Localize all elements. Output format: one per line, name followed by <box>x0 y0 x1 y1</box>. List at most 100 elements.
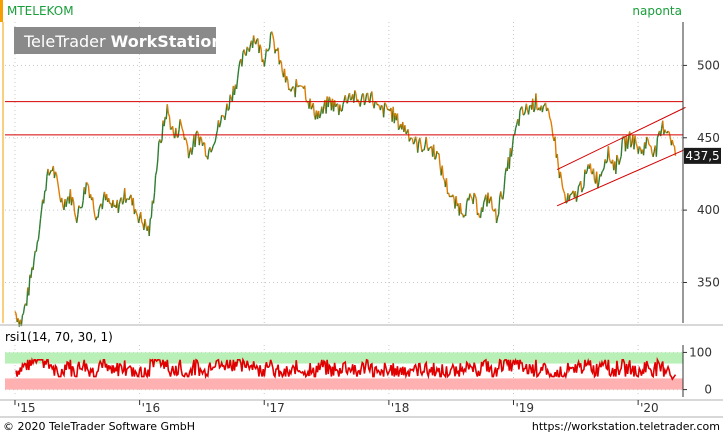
rsi-indicator-label[interactable]: rsi1(14, 70, 30, 1) <box>5 330 113 344</box>
price-segment <box>547 107 550 112</box>
price-segment <box>108 198 111 204</box>
price-segment <box>163 116 166 127</box>
price-segment <box>652 151 655 158</box>
price-segment <box>475 198 479 216</box>
price-segment <box>263 58 267 67</box>
price-segment <box>118 199 122 205</box>
price-segment <box>184 137 188 142</box>
price-segment <box>533 108 536 113</box>
price-segment <box>212 143 215 147</box>
price-segment <box>238 61 241 70</box>
price-segment <box>341 103 344 112</box>
rsi-band <box>5 352 683 364</box>
price-segment <box>71 196 75 202</box>
price-segment <box>550 120 553 128</box>
price-segment <box>132 197 135 215</box>
price-segment <box>561 187 565 192</box>
price-segment <box>615 154 618 174</box>
price-segment <box>268 33 272 48</box>
price-segment <box>36 239 40 243</box>
price-segment <box>117 204 121 213</box>
price-segment <box>412 142 416 145</box>
price-segment <box>414 136 418 142</box>
period-label[interactable]: naponta <box>632 4 682 18</box>
price-segment <box>353 90 356 103</box>
price-segment <box>634 135 637 144</box>
price-segment <box>150 200 154 218</box>
price-segment <box>55 174 59 182</box>
price-segment <box>582 186 585 190</box>
price-segment <box>497 197 501 215</box>
price-segment <box>551 127 554 138</box>
price-segment <box>671 139 675 146</box>
price-segment <box>488 199 491 204</box>
price-segment <box>405 131 408 135</box>
price-segment <box>112 199 115 207</box>
price-segment <box>43 190 46 204</box>
price-segment <box>135 212 139 217</box>
price-segment <box>279 59 282 63</box>
watermark-prefix: TeleTrader <box>23 32 111 51</box>
price-segment <box>410 137 413 140</box>
price-segment <box>477 212 481 218</box>
price-segment <box>626 137 630 149</box>
price-segment <box>396 113 400 130</box>
price-segment <box>328 96 331 100</box>
price-segment <box>515 124 518 129</box>
rsi-band <box>5 378 683 390</box>
price-segment <box>474 195 477 200</box>
watermark-background <box>14 27 216 54</box>
symbol-label[interactable]: MTELEKOM <box>7 4 74 18</box>
price-segment <box>241 52 244 67</box>
price-segment <box>77 205 80 215</box>
price-segment <box>407 129 410 142</box>
price-segment <box>203 142 207 157</box>
price-segment <box>608 158 612 163</box>
price-segment <box>503 175 506 191</box>
footer-url[interactable]: https://workstation.teletrader.com <box>532 420 720 433</box>
price-segment <box>616 154 619 160</box>
price-segment <box>168 116 172 130</box>
price-segment <box>427 147 431 152</box>
price-segment <box>366 92 370 101</box>
price-segment <box>469 193 472 197</box>
price-segment <box>78 205 81 209</box>
price-segment <box>264 48 268 60</box>
price-segment <box>211 145 214 150</box>
price-segment <box>532 98 535 113</box>
price-segment <box>541 106 545 113</box>
price-segment <box>37 229 41 240</box>
price-segment <box>554 136 557 158</box>
price-segment <box>312 103 316 116</box>
trend-channel-line <box>556 148 686 207</box>
price-segment <box>210 149 213 153</box>
price-segment <box>548 111 551 119</box>
trend-channel-line <box>556 106 686 171</box>
price-segment <box>500 191 503 199</box>
x-tick-label: '16 <box>142 401 161 415</box>
rsi-line <box>15 356 677 381</box>
price-segment <box>185 140 189 147</box>
price-segment <box>76 214 79 223</box>
price-segment <box>252 35 256 43</box>
price-segment <box>72 201 76 213</box>
price-segment <box>21 313 25 316</box>
price-segment <box>605 160 608 164</box>
price-segment <box>523 111 526 115</box>
price-segment <box>442 177 445 181</box>
price-segment <box>464 202 468 217</box>
price-segment <box>218 122 222 128</box>
price-segment <box>438 153 441 167</box>
price-segment <box>346 96 350 104</box>
price-segment <box>581 188 584 193</box>
price-segment <box>153 175 157 193</box>
price-segment <box>245 46 248 56</box>
price-segment <box>92 197 95 210</box>
price-segment <box>335 103 338 108</box>
price-segment <box>267 49 269 52</box>
price-segment <box>101 197 105 210</box>
price-segment <box>157 142 160 161</box>
price-segment <box>380 104 384 108</box>
price-segment <box>137 217 141 224</box>
price-segment <box>568 194 571 202</box>
